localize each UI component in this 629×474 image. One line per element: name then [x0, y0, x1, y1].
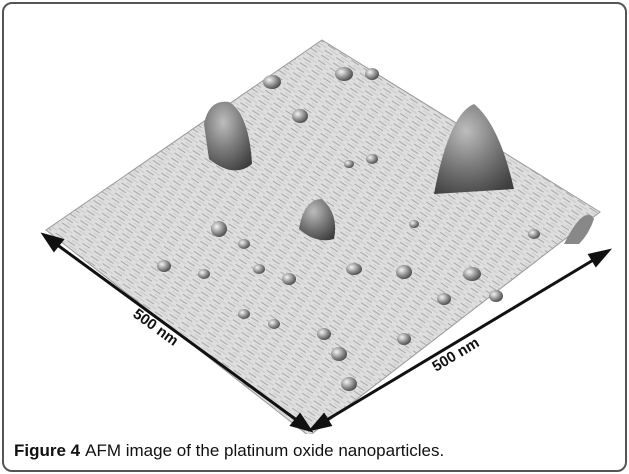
caption-label: Figure 4	[14, 441, 80, 460]
caption-text: AFM image of the platinum oxide nanopart…	[85, 441, 444, 460]
afm-image: 500 nm 500 nm	[4, 4, 625, 434]
figure-frame: 500 nm 500 nm Figure 4 AFM image of the p…	[2, 2, 627, 472]
surface	[46, 40, 600, 434]
caption: Figure 4 AFM image of the platinum oxide …	[14, 441, 444, 461]
